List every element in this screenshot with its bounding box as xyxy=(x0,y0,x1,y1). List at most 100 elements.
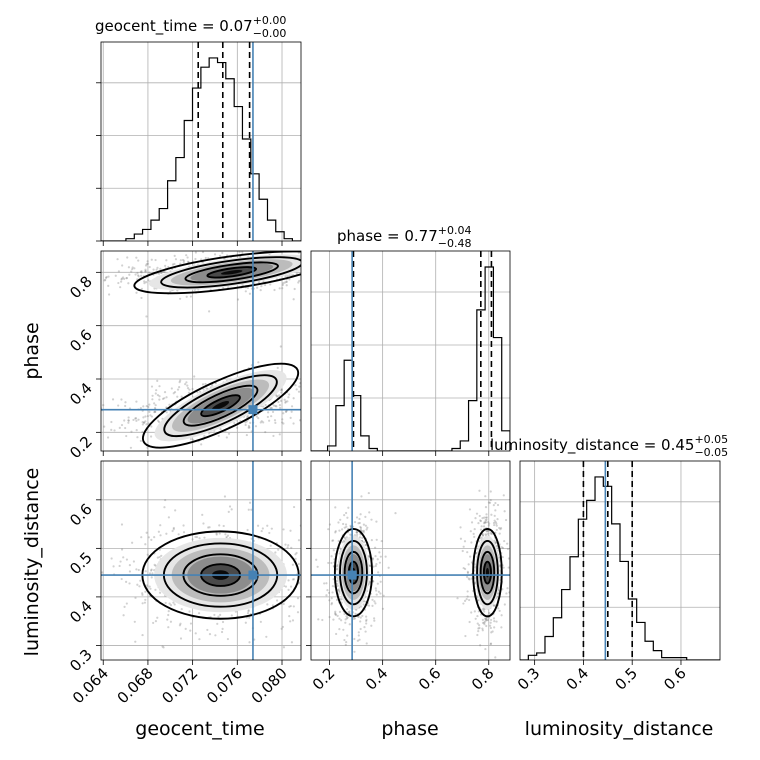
sample-point xyxy=(484,617,488,621)
sample-point xyxy=(479,644,482,647)
sample-point xyxy=(287,396,290,399)
sample-point xyxy=(334,506,337,509)
sample-point xyxy=(470,577,473,580)
panel-frame xyxy=(519,460,721,661)
sample-point xyxy=(485,518,488,521)
sample-point xyxy=(375,538,378,541)
sample-point xyxy=(497,607,500,610)
sample-point xyxy=(493,539,496,542)
sample-point xyxy=(264,430,267,434)
sample-point xyxy=(182,524,185,527)
sample-point xyxy=(120,278,123,281)
title-plus-error: +0.00 xyxy=(253,14,287,27)
y-tick-label: 0.4 xyxy=(66,597,96,627)
x-tick-label: 0.6 xyxy=(415,664,445,694)
sample-point xyxy=(499,528,502,531)
sample-point xyxy=(489,621,492,624)
sample-point xyxy=(153,406,157,410)
sample-point xyxy=(262,421,265,424)
sample-point xyxy=(167,613,170,617)
sample-point xyxy=(158,591,162,594)
sample-point xyxy=(307,272,309,274)
sample-point xyxy=(334,610,337,613)
ylabel-phase: phase xyxy=(21,322,43,379)
sample-point xyxy=(334,613,337,616)
sample-point xyxy=(366,526,369,529)
sample-point xyxy=(459,526,462,529)
sample-point xyxy=(488,665,490,667)
sample-point xyxy=(292,505,296,509)
sample-point xyxy=(135,400,138,403)
sample-point xyxy=(287,544,290,547)
sample-point xyxy=(355,516,359,519)
sample-point xyxy=(315,286,317,288)
sample-point xyxy=(257,417,260,420)
sample-point xyxy=(194,535,197,539)
sample-point xyxy=(489,618,493,622)
sample-point xyxy=(149,435,153,438)
sample-point xyxy=(172,601,175,604)
sample-point xyxy=(194,257,197,261)
sample-point xyxy=(461,549,464,553)
sample-point xyxy=(150,576,153,579)
sample-point xyxy=(319,283,321,285)
sample-point xyxy=(358,517,361,521)
sample-point xyxy=(489,642,493,645)
sample-point xyxy=(497,592,500,595)
title-plus-error: +0.05 xyxy=(694,433,728,446)
sample-point xyxy=(368,581,372,584)
sample-point xyxy=(462,566,465,570)
sample-point xyxy=(488,522,491,525)
sample-point xyxy=(136,436,139,439)
sample-point xyxy=(328,599,331,602)
sample-point xyxy=(484,495,487,498)
sample-point xyxy=(156,266,159,269)
sample-point xyxy=(163,390,167,394)
sample-point xyxy=(118,564,121,568)
sample-point xyxy=(128,564,131,567)
sample-point xyxy=(271,410,275,414)
sample-point xyxy=(304,384,306,386)
sample-point xyxy=(482,525,486,528)
truth-marker xyxy=(347,570,357,580)
sample-point xyxy=(136,583,139,586)
sample-point xyxy=(304,264,306,266)
sample-point xyxy=(135,419,138,422)
sample-point xyxy=(179,637,183,640)
sample-point xyxy=(503,510,506,513)
sample-point xyxy=(498,532,501,535)
sample-point xyxy=(226,637,230,641)
sample-point xyxy=(259,289,262,292)
sample-point xyxy=(337,279,339,281)
sample-point xyxy=(292,397,295,400)
sample-point xyxy=(248,292,252,295)
sample-point xyxy=(149,587,152,590)
truth-marker xyxy=(248,405,258,415)
x-tick-label: 0.3 xyxy=(514,664,544,694)
sample-point xyxy=(317,578,319,580)
sample-point xyxy=(489,490,492,493)
sample-point xyxy=(370,539,373,542)
sample-point xyxy=(287,588,290,591)
sample-point xyxy=(167,265,170,269)
sample-point xyxy=(288,274,291,277)
sample-point xyxy=(285,284,288,287)
sample-point xyxy=(150,258,153,261)
sample-point xyxy=(488,501,492,504)
sample-point xyxy=(360,605,363,608)
sample-point xyxy=(144,598,147,601)
sample-point xyxy=(281,418,284,421)
sample-point xyxy=(247,424,250,428)
sample-point xyxy=(340,619,343,622)
sample-point xyxy=(114,274,117,277)
sample-point xyxy=(130,430,133,433)
sample-point xyxy=(326,277,328,279)
sample-point xyxy=(198,537,201,540)
sample-point xyxy=(316,268,318,270)
sample-point xyxy=(150,538,153,542)
sample-point xyxy=(158,272,161,275)
sample-point xyxy=(275,599,279,602)
sample-point xyxy=(186,256,189,259)
sample-point xyxy=(290,546,293,549)
sample-point xyxy=(483,623,486,626)
